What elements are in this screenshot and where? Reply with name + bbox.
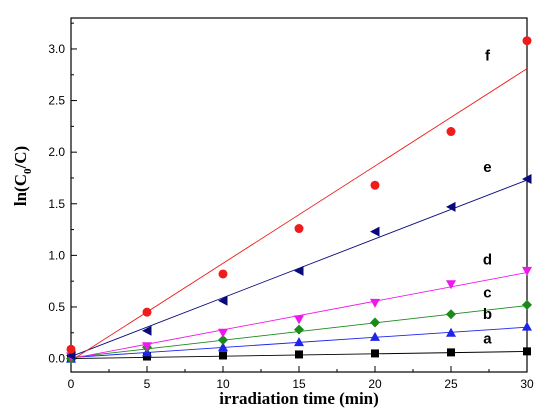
data-point-c: [370, 317, 380, 328]
y-tick-label: 1.5: [48, 197, 65, 211]
y-tick-label: 0.5: [48, 300, 65, 314]
x-tick-label: 0: [68, 377, 75, 391]
data-point-a: [219, 351, 227, 360]
data-point-b: [218, 342, 228, 352]
series-label-d: d: [483, 252, 492, 269]
data-point-e: [294, 265, 304, 276]
data-point-e: [142, 325, 152, 336]
x-axis-title: irradiation time (min): [219, 389, 379, 408]
data-point-f: [446, 127, 456, 137]
x-tick-label: 10: [216, 377, 230, 391]
data-point-a: [295, 350, 303, 359]
data-point-c: [294, 324, 304, 335]
data-point-d: [142, 342, 152, 352]
data-point-f: [294, 224, 304, 234]
data-point-a: [371, 349, 379, 358]
data-point-b: [446, 327, 456, 337]
data-point-a: [447, 348, 455, 357]
y-axis-title-subscript: 0: [22, 168, 34, 174]
data-point-f: [66, 344, 76, 354]
data-point-d: [370, 298, 380, 308]
y-axis-title: ln(C0/C): [11, 146, 34, 206]
data-point-f: [370, 180, 380, 190]
data-point-a: [523, 347, 531, 356]
x-tick-label: 20: [368, 377, 382, 391]
data-markers: [66, 36, 532, 364]
series-label-e: e: [483, 159, 491, 176]
series-label-c: c: [483, 285, 491, 302]
data-point-f: [218, 269, 228, 279]
data-point-d: [522, 266, 532, 276]
data-point-b: [370, 331, 380, 341]
data-point-e: [446, 201, 456, 212]
y-tick-label: 3.0: [48, 42, 65, 56]
y-axis-title-main: ln(C: [11, 174, 30, 206]
y-tick-label: 2.5: [48, 94, 65, 108]
data-point-d: [218, 328, 228, 338]
series-label-a: a: [483, 330, 492, 347]
data-point-d: [446, 280, 456, 290]
data-point-e: [218, 295, 228, 306]
x-tick-label: 5: [144, 377, 151, 391]
ticks: 0 5 10 15 20 25 30 0.0 0.5 1.0 1.5 2.0 2.5 3.0: [48, 22, 534, 391]
data-point-d: [294, 315, 304, 325]
y-tick-label: 1.0: [48, 248, 65, 262]
series-label-b: b: [483, 306, 492, 323]
y-axis-title-tail: /C): [11, 146, 30, 170]
x-tick-label: 25: [444, 377, 458, 391]
x-tick-label: 15: [292, 377, 306, 391]
data-point-c: [218, 335, 228, 346]
x-tick-label: 30: [520, 377, 534, 391]
data-point-b: [522, 321, 532, 331]
data-point-a: [143, 352, 151, 361]
data-point-c: [522, 299, 532, 310]
data-point-e: [522, 174, 532, 185]
data-point-f: [522, 36, 532, 46]
data-point-c: [446, 309, 456, 320]
data-point-f: [142, 307, 152, 317]
y-tick-label: 2.0: [48, 145, 65, 159]
series-label-f: f: [485, 48, 491, 65]
data-point-b: [294, 337, 304, 347]
data-point-e: [370, 226, 380, 237]
y-tick-label: 0.0: [48, 352, 65, 366]
